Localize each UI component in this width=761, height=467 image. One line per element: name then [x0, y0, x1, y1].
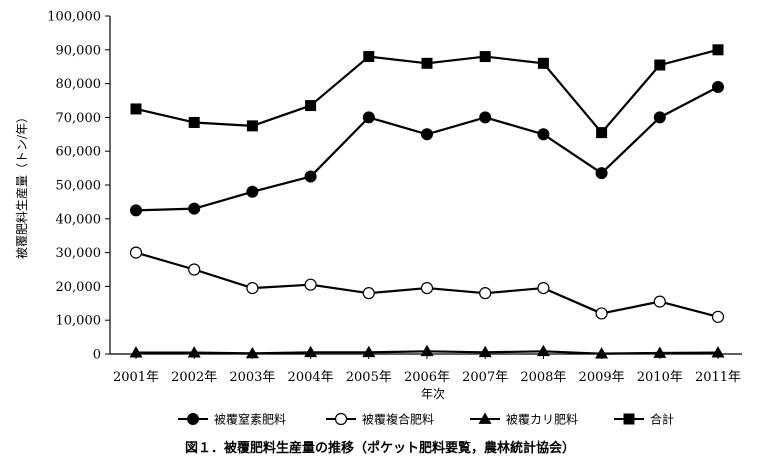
legend-marker — [187, 413, 199, 425]
data-point — [246, 281, 259, 295]
x-tick-label: 2008年 — [520, 370, 566, 385]
x-tick-label: 2011年 — [695, 370, 741, 385]
data-point — [363, 51, 375, 63]
x-tick-label: 2010年 — [637, 370, 683, 385]
legend-marker — [334, 412, 348, 426]
data-point — [421, 128, 433, 141]
x-axis-title: 年次 — [421, 387, 445, 401]
data-point — [537, 281, 550, 295]
data-point — [654, 59, 666, 71]
data-point — [595, 307, 608, 320]
series-line — [135, 86, 719, 212]
data-point — [479, 111, 492, 124]
y-tick-label: 20,000 — [56, 280, 102, 295]
y-tick-label: 100,000 — [47, 10, 101, 25]
data-point — [130, 103, 142, 115]
data-point — [246, 120, 258, 132]
data-point — [362, 287, 375, 300]
data-point — [712, 44, 724, 56]
data-point — [304, 170, 317, 183]
data-point — [188, 116, 200, 128]
data-point — [246, 185, 259, 198]
data-point — [305, 100, 317, 112]
data-point — [187, 346, 201, 358]
y-tick-label: 10,000 — [56, 314, 102, 329]
axes: 0 10,000 20,000 30,000 40,000 50,000 60,000 70,… — [14, 10, 742, 401]
y-tick-label: 90,000 — [56, 43, 102, 58]
legend: 被覆窒素肥料 被覆複合肥料 被覆カリ肥料 合計 — [178, 412, 674, 427]
data-point — [245, 346, 259, 359]
data-point — [362, 111, 375, 124]
x-tick-label: 2006年 — [404, 370, 450, 385]
data-point — [420, 344, 434, 357]
data-point — [653, 111, 666, 124]
data-point — [478, 345, 492, 358]
series-1 — [129, 246, 725, 323]
series-0 — [130, 80, 724, 217]
x-tick-label: 2002年 — [171, 370, 217, 385]
y-tick-label: 40,000 — [56, 212, 102, 227]
data-point — [653, 295, 666, 308]
x-tick-label: 2009年 — [579, 370, 625, 385]
data-point — [479, 51, 491, 63]
data-point — [129, 346, 143, 358]
data-point — [130, 204, 142, 217]
data-point — [421, 57, 433, 69]
data-point — [304, 345, 318, 358]
x-tick-label: 2007年 — [462, 370, 508, 385]
x-tick-label: 2001年 — [113, 370, 159, 385]
legend-item: 被覆窒素肥料 — [178, 412, 286, 427]
y-tick-label: 60,000 — [56, 145, 102, 160]
data-point — [712, 80, 724, 93]
data-point — [537, 128, 550, 141]
legend-item: 被覆複合肥料 — [326, 412, 434, 427]
y-tick-label: 30,000 — [56, 246, 102, 261]
legend-marker — [478, 412, 492, 424]
data-point — [596, 127, 608, 139]
data-point — [653, 346, 667, 358]
legend-label: 合計 — [650, 412, 674, 427]
x-tick-label: 2003年 — [229, 370, 275, 385]
data-point — [362, 345, 376, 358]
y-axis-title: 被覆肥料生産量（トン/年） — [14, 111, 29, 259]
data-point — [479, 287, 492, 300]
legend-label: 被覆窒素肥料 — [214, 412, 286, 427]
y-tick-label: 70,000 — [56, 111, 102, 126]
data-point — [304, 278, 317, 291]
data-point — [711, 346, 725, 358]
legend-label: 被覆カリ肥料 — [506, 413, 578, 427]
data-point — [595, 347, 609, 359]
data-point — [711, 310, 725, 323]
series-2 — [129, 344, 725, 359]
x-tick-label: 2004年 — [288, 370, 334, 385]
figure-caption: 図１．被覆肥料生産量の推移（ポケット肥料要覧，農林統計協会） — [185, 440, 575, 456]
legend-marker — [623, 413, 635, 425]
legend-label: 被覆複合肥料 — [362, 412, 434, 427]
data-point — [420, 281, 434, 295]
y-tick-label: 0 — [93, 348, 101, 363]
series-3 — [130, 44, 724, 139]
data-point — [537, 57, 549, 69]
data-point — [188, 263, 201, 276]
y-tick-label: 50,000 — [56, 179, 102, 194]
x-tick-label: 2005年 — [346, 370, 392, 385]
legend-item: 合計 — [614, 412, 674, 427]
legend-item: 被覆カリ肥料 — [470, 412, 578, 427]
data-point — [595, 167, 608, 180]
series-layer — [129, 44, 725, 359]
y-tick-label: 80,000 — [56, 77, 102, 92]
data-point — [129, 246, 143, 259]
data-point — [188, 202, 201, 215]
data-point — [536, 344, 550, 357]
